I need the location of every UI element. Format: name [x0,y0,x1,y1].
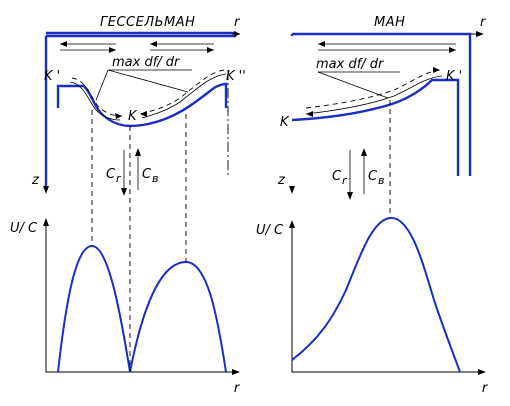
man-cv-label: C [368,169,378,184]
hesselman-upper-flow-arrows [60,43,214,51]
hesselman-max-dfdr-label: max df/ dr [112,55,181,70]
hesselman-uc-axis [45,224,234,373]
man-upper-flow-arrows [318,43,456,51]
man-z-label: z [277,173,286,188]
man-r-bottom-label: r [482,381,489,396]
hesselman-k-double-prime-label: K '' [226,69,246,84]
hesselman-flow-line-3 [139,69,225,115]
man-flow-line-2 [305,75,443,115]
man-cr-sub: r [342,174,348,187]
hesselman-cr-label: C [106,167,116,182]
man-r-top-label: r [480,15,487,30]
hesselman-panel: ГЕССЕЛЬМАН r K ' K '' max df/ dr K C r C… [10,15,246,396]
man-velocity-profile [291,216,461,373]
hesselman-cv-sub: в [152,172,158,185]
man-max-dfdr-label: max df/ dr [316,57,385,72]
hesselman-velocity-profile [57,244,227,373]
hesselman-k-prime-label: K ' [44,69,60,84]
man-panel: МАН r K ' max df/ dr K C r C в z U/ C r [256,15,489,396]
hesselman-k-label: K [128,109,138,124]
hesselman-cr-sub: r [116,172,122,185]
hesselman-z-label: z [31,173,40,188]
hesselman-flow-line-2 [69,81,121,121]
hesselman-flow-line-1 [71,77,123,117]
man-z-arrow [289,186,295,194]
man-piston-bowl [291,78,460,176]
hesselman-piston-bowl [56,82,228,128]
man-cv-sub: в [378,174,384,187]
man-uc-axis [291,226,478,373]
man-max-dfdr-pointer [317,71,400,99]
man-title: МАН [374,15,405,30]
hesselman-chamber-wall [44,31,236,186]
hesselman-cv-label: C [142,167,152,182]
man-k-label: K [280,115,290,130]
man-chamber-wall [290,32,472,176]
man-k-prime-label: K ' [446,69,462,84]
man-uc-label: U/ C [256,223,284,238]
hesselman-z-arrow [43,186,49,194]
hesselman-uc-label: U/ C [10,221,38,236]
hesselman-title: ГЕССЕЛЬМАН [100,15,195,30]
hesselman-flow-line-4 [141,73,227,119]
hesselman-max-dfdr-pointer [95,69,192,101]
man-cr-label: C [332,169,342,184]
hesselman-r-top-label: r [234,15,241,30]
hesselman-r-bottom-label: r [234,381,241,396]
